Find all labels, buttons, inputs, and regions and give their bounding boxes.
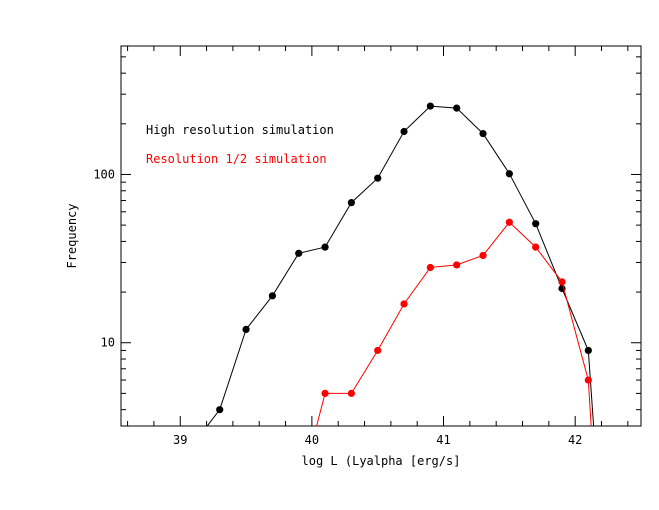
data-point <box>426 102 434 110</box>
data-point <box>321 243 329 251</box>
data-point <box>374 174 382 182</box>
data-point <box>347 199 355 207</box>
series-line-1 <box>316 221 592 426</box>
data-point <box>268 292 276 300</box>
axis-ticks <box>121 46 641 426</box>
data-point <box>505 170 513 178</box>
data-point <box>584 376 592 384</box>
data-point <box>505 218 513 226</box>
data-point <box>479 251 487 260</box>
data-point <box>216 406 224 414</box>
data-point <box>453 104 461 112</box>
x-tick-label: 41 <box>436 433 450 447</box>
data-point <box>400 300 408 308</box>
data-point <box>374 346 382 355</box>
x-tick-label: 42 <box>568 433 582 447</box>
data-point <box>295 249 303 257</box>
series-layer <box>206 102 595 426</box>
legend-label-resolution-half: Resolution 1/2 simulation <box>146 152 327 166</box>
data-point <box>584 346 592 355</box>
x-tick-label: 40 <box>305 433 319 447</box>
y-tick-label: 10 <box>101 336 115 350</box>
y-axis-label: Frequency <box>65 203 79 268</box>
axis-tick-labels: 39 40 41 42 10 100 <box>93 167 582 447</box>
y-tick-label: 100 <box>93 167 115 181</box>
data-point <box>400 127 408 136</box>
data-point <box>532 220 540 228</box>
data-point <box>242 325 250 334</box>
data-point <box>532 243 540 251</box>
data-point <box>321 389 329 397</box>
data-point <box>453 261 461 269</box>
plot-frame <box>120 45 642 427</box>
data-point <box>479 129 487 138</box>
x-axis-label: log L (Lyalpha [erg/s] <box>302 454 461 468</box>
x-tick-label: 39 <box>173 433 187 447</box>
legend-label-high-resolution: High resolution simulation <box>146 123 334 137</box>
data-point <box>558 278 566 286</box>
data-point <box>347 389 355 397</box>
data-point <box>426 263 434 272</box>
